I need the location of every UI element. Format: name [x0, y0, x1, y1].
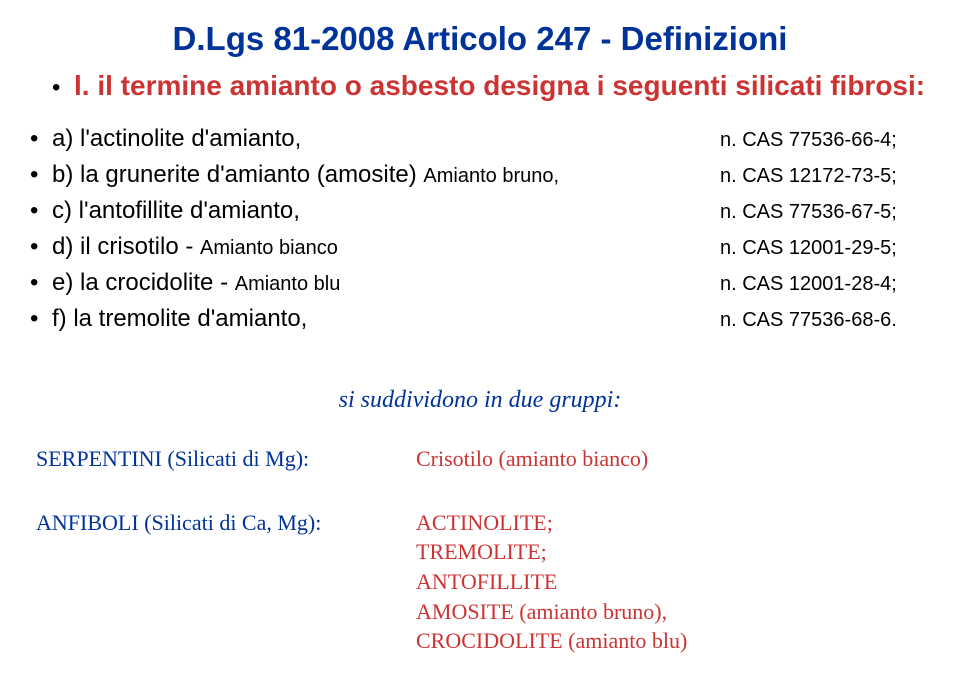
list-item-label: d) il crisotilo - Amianto bianco	[52, 229, 720, 265]
list-item-small-text: Amianto bruno,	[423, 165, 559, 187]
bottom-section: SERPENTINI (Silicati di Mg): ANFIBOLI (S…	[30, 444, 930, 656]
list-item-main-text: a) l'actinolite d'amianto,	[52, 125, 301, 152]
list-item-label: a) l'actinolite d'amianto,	[52, 121, 720, 157]
slide-subtitle: l. il termine amianto o asbesto designa …	[74, 68, 925, 103]
anfiboli-value-line: AMOSITE (amianto bruno),	[416, 597, 930, 627]
list-item-label: f) la tremolite d'amianto,	[52, 301, 720, 337]
list-item: •b) la grunerite d'amianto (amosite) Ami…	[30, 157, 930, 193]
serpentini-value: Crisotilo (amianto bianco)	[416, 444, 930, 474]
bullet-icon: •	[30, 121, 52, 157]
bullet-icon: •	[30, 229, 52, 265]
groups-subheading: si suddividono in due gruppi:	[30, 387, 930, 414]
list-item: •a) l'actinolite d'amianto, n. CAS 77536-…	[30, 121, 930, 157]
list-item-cas: n. CAS 12001-29-5;	[720, 233, 930, 263]
list-item: •e) la crocidolite - Amianto blun. CAS 1…	[30, 265, 930, 301]
list-item-label: b) la grunerite d'amianto (amosite) Amia…	[52, 157, 720, 193]
bullet-icon: •	[30, 265, 52, 301]
slide: D.Lgs 81-2008 Articolo 247 - Definizioni…	[0, 0, 960, 682]
list-item-main-text: e) la crocidolite -	[52, 269, 235, 296]
list-item-main-text: d) il crisotilo -	[52, 233, 200, 260]
anfiboli-value-line: TREMOLITE;	[416, 537, 930, 567]
bullet-icon: •	[30, 301, 52, 337]
list-item-cas: n. CAS 12001-28-4;	[720, 269, 930, 299]
list-item: •c) l'antofillite d'amianto, n. CAS 77536…	[30, 193, 930, 229]
anfiboli-value-line: ACTINOLITE;	[416, 508, 930, 538]
list-item-main-text: b) la grunerite d'amianto (amosite)	[52, 161, 423, 188]
bullet-icon: •	[52, 74, 74, 102]
anfiboli-values: ACTINOLITE;TREMOLITE;ANTOFILLITEAMOSITE …	[416, 508, 930, 656]
list-item-main-text: f) la tremolite d'amianto,	[52, 305, 307, 332]
serpentini-label: SERPENTINI (Silicati di Mg):	[36, 444, 416, 474]
list-item-cas: n. CAS 77536-67-5;	[720, 197, 930, 227]
list-item-label: e) la crocidolite - Amianto blu	[52, 265, 720, 301]
list-item-cas: n. CAS 12172-73-5;	[720, 161, 930, 191]
list-item-cas: n. CAS 77536-66-4;	[720, 125, 930, 155]
subtitle-text: il termine amianto o asbesto designa i s…	[97, 70, 925, 101]
anfiboli-label: ANFIBOLI (Silicati di Ca, Mg):	[36, 508, 416, 538]
list-item-label: c) l'antofillite d'amianto,	[52, 193, 720, 229]
list-item: •d) il crisotilo - Amianto biancon. CAS …	[30, 229, 930, 265]
subtitle-bullet-letter: l.	[74, 70, 90, 101]
anfiboli-value-line: CROCIDOLITE (amianto blu)	[416, 626, 930, 656]
list-item-cas: n. CAS 77536-68-6.	[720, 305, 930, 335]
list-item: •f) la tremolite d'amianto, n. CAS 77536-…	[30, 301, 930, 337]
definition-list: •a) l'actinolite d'amianto,n. CAS 77536-…	[30, 121, 930, 337]
bullet-icon: •	[30, 193, 52, 229]
slide-title: D.Lgs 81-2008 Articolo 247 - Definizioni	[30, 20, 930, 58]
bullet-icon: •	[30, 157, 52, 193]
list-item-small-text: Amianto bianco	[200, 237, 338, 259]
bottom-right-column: Crisotilo (amianto bianco) ACTINOLITE;TR…	[416, 444, 930, 656]
anfiboli-value-line: ANTOFILLITE	[416, 567, 930, 597]
list-item-small-text: Amianto blu	[235, 273, 341, 295]
list-item-main-text: c) l'antofillite d'amianto,	[52, 197, 300, 224]
subtitle-row: • l. il termine amianto o asbesto design…	[52, 68, 930, 115]
bottom-left-column: SERPENTINI (Silicati di Mg): ANFIBOLI (S…	[30, 444, 416, 656]
